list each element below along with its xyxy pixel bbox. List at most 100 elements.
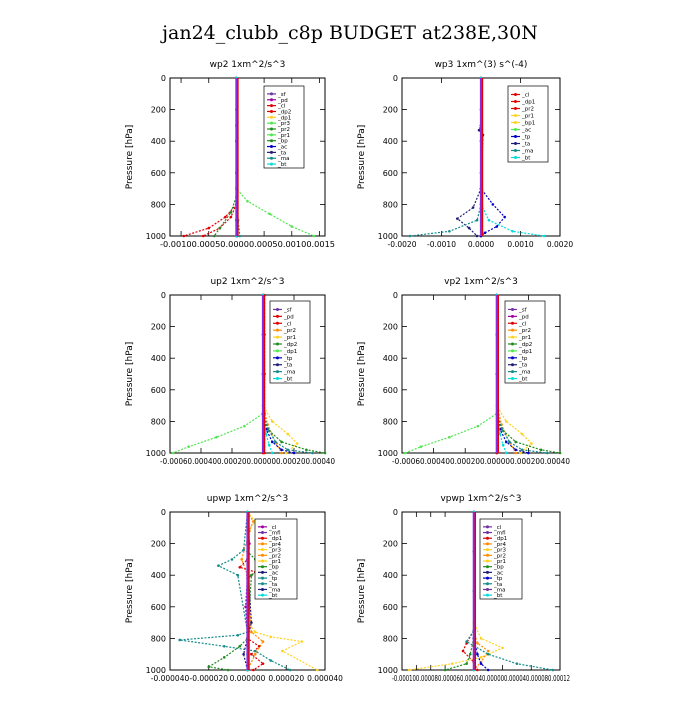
- data-point: [182, 234, 186, 238]
- data-point: [486, 649, 490, 653]
- x-tick-label: -0.000020: [190, 674, 229, 683]
- data-point: [253, 649, 257, 653]
- legend-marker: [276, 377, 279, 381]
- y-tick-label: 600: [383, 603, 398, 612]
- legend-entry: _ma: [277, 156, 289, 162]
- data-point: [290, 225, 294, 228]
- y-tick-label: 400: [151, 137, 166, 146]
- legend-marker: [261, 565, 264, 569]
- data-point: [243, 424, 246, 428]
- data-point: [476, 424, 480, 428]
- y-tick-label: 600: [151, 386, 166, 395]
- data-point: [236, 573, 240, 577]
- data-point: [476, 641, 479, 645]
- legend-marker: [511, 321, 514, 325]
- data-point: [479, 662, 483, 665]
- data-point: [280, 440, 283, 444]
- legend-entry: _pd: [283, 314, 294, 320]
- legend-entry: _dp2: [283, 342, 297, 348]
- legend-entry: _bt: [277, 162, 287, 168]
- legend-marker: [486, 587, 489, 591]
- legend-marker: [276, 328, 279, 332]
- data-point: [520, 448, 524, 452]
- data-point: [274, 440, 277, 444]
- data-point: [268, 212, 271, 216]
- legend-marker: [511, 328, 514, 332]
- data-point: [508, 440, 511, 444]
- data-point: [240, 558, 243, 561]
- panel-title: up2 1xm^2/s^3: [210, 277, 284, 287]
- data-point: [286, 448, 290, 452]
- data-point: [448, 435, 451, 439]
- legend-entry: _bp: [268, 565, 279, 571]
- legend: _cl_dp1_pr2_pr1_bp1_ac_tp_ta_ma_bt: [507, 85, 549, 163]
- y-tick-label: 200: [151, 106, 166, 115]
- y-tick-label: 200: [383, 106, 398, 115]
- legend-entry: _dp2: [518, 342, 532, 348]
- legend: _sf_pd_cl_dp2_dp1_pr3_pr2_pr1_bp_ac_ta_m…: [263, 85, 305, 169]
- legend-entry: _ta: [277, 150, 286, 156]
- legend-entry: _ac: [277, 145, 287, 151]
- legend-entry: _bp1: [521, 121, 535, 127]
- series-line-pr1: [246, 511, 318, 671]
- legend-entry: _mfl: [493, 531, 506, 537]
- data-point: [253, 652, 257, 656]
- legend-marker: [270, 121, 273, 125]
- data-point: [257, 645, 261, 648]
- plot-frame: [169, 294, 326, 454]
- data-point: [171, 451, 175, 455]
- legend-entry: _dp1: [277, 115, 291, 121]
- data-point: [288, 668, 292, 672]
- data-point: [271, 451, 274, 455]
- data-point: [242, 548, 245, 552]
- legend-entry: _pr1: [268, 559, 281, 565]
- series-line-bp: [444, 512, 475, 671]
- data-point: [465, 662, 468, 665]
- legend-entry: _dp2: [277, 109, 291, 115]
- data-point: [242, 652, 245, 656]
- y-tick-label: 800: [383, 417, 398, 426]
- legend-entry: _pr1: [493, 559, 506, 565]
- data-point: [476, 668, 479, 672]
- legend: _sf_pd_cl_pr2_pr1_dp2_dp1_tp_ta_ma_bt: [269, 300, 311, 384]
- data-point: [246, 199, 249, 203]
- data-point: [267, 443, 271, 447]
- data-point: [236, 633, 240, 637]
- legend-entry: _pr3: [493, 548, 507, 554]
- data-point: [311, 451, 314, 455]
- legend-entry: _bt: [521, 156, 531, 162]
- legend-entry: _bt: [268, 593, 278, 599]
- data-point: [514, 451, 518, 455]
- data-point: [250, 630, 253, 634]
- data-point: [514, 448, 518, 452]
- legend-entry: _ac: [493, 570, 503, 576]
- panel-3: up2 1xm^2/s^3 Pressure [hPa] 0 200 400 600 800…: [125, 277, 335, 466]
- y-tick-label: 800: [151, 634, 166, 643]
- legend: _cl_mfl_dp1_pr4_pr3_pr2_pr1_bp_ac_tp_ta_…: [254, 518, 298, 600]
- data-point: [267, 429, 271, 433]
- y-tick-label: 0: [161, 291, 166, 300]
- legend-marker: [511, 356, 514, 360]
- legend-marker: [270, 133, 273, 137]
- data-point: [224, 215, 227, 219]
- y-tick-label: 1000: [378, 449, 398, 458]
- legend-entry: _pr3: [277, 121, 291, 127]
- legend-marker: [276, 370, 279, 374]
- series-line-ta: [179, 511, 291, 671]
- x-tick-label: 0.0020: [547, 240, 573, 249]
- data-point: [292, 451, 296, 455]
- legend-marker: [261, 548, 264, 552]
- data-point: [515, 662, 519, 665]
- legend-entry: _ta: [518, 363, 527, 369]
- legend-entry: _ac: [268, 570, 278, 576]
- legend-entry: _bt: [518, 377, 528, 383]
- data-point: [252, 668, 255, 672]
- data-point: [419, 445, 423, 448]
- data-point: [215, 435, 218, 439]
- legend-marker: [486, 582, 489, 586]
- y-tick-label: 400: [151, 571, 166, 580]
- data-point: [253, 630, 257, 634]
- legend-entry: _cl: [518, 321, 527, 327]
- legend-marker: [514, 142, 517, 145]
